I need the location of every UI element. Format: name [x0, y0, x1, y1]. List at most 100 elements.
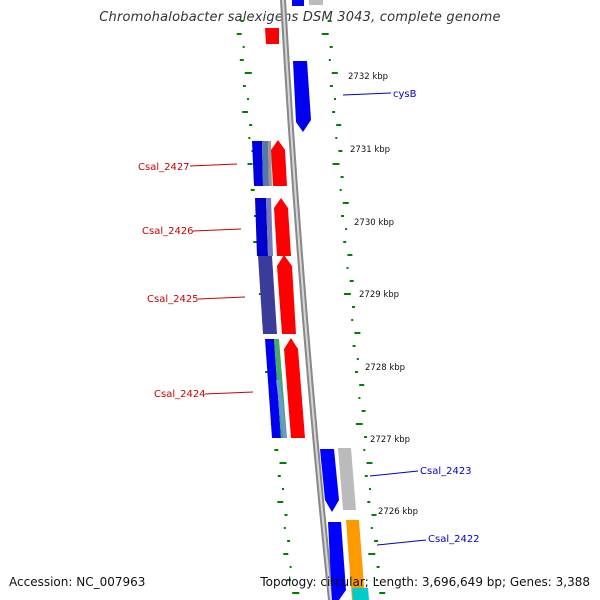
- leader-line: [192, 228, 242, 232]
- gc-skew-mark: [364, 475, 368, 477]
- cds-top-reverse: [265, 28, 279, 44]
- gc-skew-mark: [336, 124, 342, 126]
- tick-label: 2726 kbp: [378, 507, 418, 517]
- gc-skew-mark: [331, 72, 338, 74]
- cds-csal2422: [328, 522, 346, 600]
- tick-label: 2731 kbp: [350, 145, 390, 155]
- gc-skew-mark: [274, 449, 279, 451]
- gc-skew-mark: [342, 202, 349, 204]
- gc-skew-mark: [242, 85, 246, 87]
- gc-skew-mark: [248, 137, 251, 139]
- gc-skew-mark: [283, 527, 286, 529]
- gene-label-csal2426[interactable]: Csal_2426: [142, 226, 194, 237]
- gc-skew-mark: [286, 579, 291, 581]
- tick-label: 2730 kbp: [354, 218, 394, 228]
- gc-skew-mark: [282, 488, 284, 490]
- cds-csal2427-rev: [271, 140, 287, 186]
- gc-skew-mark: [355, 371, 358, 373]
- gene-label-csal2423[interactable]: Csal_2423: [420, 466, 472, 477]
- genome-summary-text: Topology: circular; Length: 3,696,649 bp…: [260, 575, 590, 589]
- gc-skew-mark: [343, 241, 347, 243]
- cds-csal2423-gray: [338, 448, 356, 510]
- gc-skew-mark: [349, 280, 354, 282]
- gc-skew-mark: [375, 579, 378, 581]
- leader-line: [376, 539, 427, 546]
- gc-skew-mark: [242, 46, 245, 48]
- gc-skew-mark: [253, 241, 260, 243]
- gc-skew-mark: [364, 436, 367, 438]
- gc-skew-mark: [352, 345, 356, 347]
- gc-skew-mark: [376, 566, 380, 568]
- gc-skew-mark: [371, 514, 377, 516]
- gc-skew-mark: [361, 410, 366, 412]
- gc-skew-mark: [335, 137, 338, 139]
- gc-skew-mark: [250, 189, 255, 191]
- gc-skew-mark: [359, 384, 365, 386]
- gc-skew-marks: [236, 20, 386, 594]
- cds-csal2424-rev: [284, 338, 305, 438]
- cds-csal2426-b: [266, 198, 273, 256]
- tick-label: 2728 kbp: [365, 363, 405, 373]
- gc-skew-mark: [367, 501, 371, 503]
- gc-skew-mark: [254, 215, 257, 217]
- cds-csal2426-rev: [274, 198, 291, 256]
- leader-line: [204, 391, 254, 395]
- gc-skew-mark: [343, 293, 351, 295]
- kbp-tick-labels: 2732 kbp 2731 kbp 2730 kbp 2729 kbp 2728…: [348, 72, 418, 517]
- gc-skew-mark: [332, 111, 336, 113]
- gc-skew-mark: [345, 228, 348, 230]
- cds-csal2427-b: [262, 141, 269, 186]
- gene-label-csal2424[interactable]: Csal_2424: [154, 389, 206, 400]
- gene-label-csal2427[interactable]: Csal_2427: [138, 162, 190, 173]
- gene-label-csal2425[interactable]: Csal_2425: [147, 294, 199, 305]
- accession-text: Accession: NC_007963: [9, 575, 146, 589]
- cds-csal2424-a: [265, 339, 281, 438]
- gc-skew-mark: [240, 20, 244, 22]
- gc-skew-mark: [369, 488, 371, 490]
- gc-skew-mark: [379, 592, 386, 594]
- cds-cyan: [352, 588, 369, 600]
- gc-skew-mark: [368, 553, 376, 555]
- cds-csal2424-c: [276, 380, 287, 438]
- gc-skew-mark: [327, 20, 332, 22]
- gc-skew-mark: [239, 59, 244, 61]
- gc-skew-mark: [287, 540, 291, 542]
- leader-line: [189, 163, 238, 167]
- gc-skew-mark: [374, 540, 379, 542]
- gc-skew-mark: [247, 163, 253, 165]
- gc-skew-mark: [334, 98, 336, 100]
- gc-skew-mark: [351, 319, 354, 321]
- gc-skew-mark: [339, 189, 342, 191]
- gene-label-cysB[interactable]: cysB: [393, 89, 417, 100]
- cds-csal2427-a: [252, 141, 263, 186]
- gc-skew-mark: [277, 501, 284, 503]
- cds-top-forward: [292, 0, 304, 6]
- gc-skew-mark: [249, 124, 253, 126]
- cds-top-gray: [309, 0, 323, 5]
- cds-orange: [346, 520, 365, 600]
- gc-skew-mark: [346, 267, 349, 269]
- gc-skew-mark: [236, 33, 242, 35]
- cds-csal2423: [320, 449, 339, 512]
- gc-skew-mark: [289, 566, 292, 568]
- gc-skew-mark: [247, 98, 249, 100]
- gc-skew-mark: [277, 475, 281, 477]
- gc-skew-mark: [352, 306, 355, 308]
- gc-skew-mark: [340, 176, 344, 178]
- gc-skew-mark: [242, 111, 249, 113]
- gc-skew-mark: [321, 33, 329, 35]
- gc-skew-mark: [366, 462, 373, 464]
- gc-skew-mark: [279, 462, 287, 464]
- gc-skew-mark: [347, 254, 353, 256]
- gc-skew-mark: [328, 59, 331, 61]
- tick-label: 2732 kbp: [348, 72, 388, 82]
- gene-label-csal2422[interactable]: Csal_2422: [428, 534, 480, 545]
- cds-csal2426-a: [255, 198, 268, 256]
- map-title: Chromohalobacter salexigens DSM 3043, co…: [99, 10, 501, 25]
- gc-skew-mark: [354, 332, 361, 334]
- leader-line: [197, 296, 246, 300]
- gc-skew-mark: [284, 514, 288, 516]
- gc-skew-mark: [283, 553, 289, 555]
- gc-skew-mark: [329, 46, 333, 48]
